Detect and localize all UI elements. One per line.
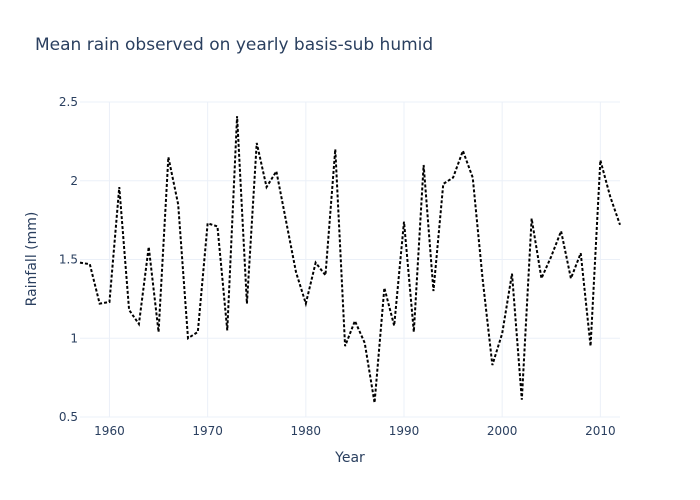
data-point (146, 244, 152, 250)
data-point (489, 362, 495, 368)
data-point (362, 340, 368, 346)
x-tick-label: 1960 (94, 424, 125, 438)
y-tick-label: 0.5 (59, 410, 78, 424)
data-point (529, 216, 535, 222)
data-point (381, 285, 387, 291)
x-tick-label: 1990 (389, 424, 420, 438)
data-point (588, 343, 594, 349)
series-layer (77, 113, 623, 406)
y-tick-label: 1.5 (59, 253, 78, 267)
data-point (293, 269, 299, 275)
data-point (244, 301, 250, 307)
data-point (234, 113, 240, 119)
data-point (175, 201, 181, 207)
data-point (509, 271, 515, 277)
data-point (283, 219, 289, 225)
data-point (264, 184, 270, 190)
data-point (421, 162, 427, 168)
x-axis-title: Year (334, 450, 365, 466)
y-tick-label: 2.5 (59, 95, 78, 109)
data-point (401, 219, 407, 225)
data-point (450, 175, 456, 181)
data-point (165, 154, 171, 160)
y-tick-label: 1 (70, 331, 78, 345)
data-point (617, 222, 623, 228)
data-point (322, 272, 328, 278)
data-point (195, 329, 201, 335)
data-point (106, 299, 112, 305)
data-point (156, 329, 162, 335)
data-point (97, 301, 103, 307)
data-point (342, 343, 348, 349)
data-point (126, 307, 132, 313)
data-point (214, 223, 220, 229)
data-point (303, 301, 309, 307)
data-point (440, 181, 446, 187)
data-point (578, 250, 584, 256)
data-point (352, 318, 358, 324)
x-tick-label: 1970 (192, 424, 223, 438)
data-point (519, 397, 525, 403)
data-point (77, 260, 83, 266)
data-point (273, 168, 279, 174)
data-point (597, 157, 603, 163)
y-axis-title: Rainfall (mm) (24, 212, 40, 307)
rainfall-series-line (79, 116, 621, 403)
data-point (548, 253, 554, 259)
data-point (87, 261, 93, 267)
data-point (607, 194, 613, 200)
data-point (391, 323, 397, 329)
data-point (372, 400, 378, 406)
data-point (332, 146, 338, 152)
data-point (568, 275, 574, 281)
data-point (116, 184, 122, 190)
data-point (313, 260, 319, 266)
x-tick-label: 2010 (585, 424, 616, 438)
data-point (136, 321, 142, 327)
data-point (224, 327, 230, 333)
chart-title: Mean rain observed on yearly basis-sub h… (35, 35, 433, 55)
grid (80, 101, 620, 418)
x-tick-label: 1980 (291, 424, 322, 438)
data-point (430, 288, 436, 294)
data-point (558, 228, 564, 234)
tick-labels: 1960 1970 1980 1990 2000 2010 0.5 1 1.5 2 2.5 (59, 95, 616, 438)
data-point (254, 140, 260, 146)
data-point (480, 275, 486, 281)
data-point (470, 175, 476, 181)
data-point (499, 331, 505, 337)
y-tick-label: 2 (70, 174, 78, 188)
data-point (205, 220, 211, 226)
x-tick-label: 2000 (487, 424, 518, 438)
data-point (460, 148, 466, 154)
data-point (411, 329, 417, 335)
data-point (538, 275, 544, 281)
data-point (185, 335, 191, 341)
